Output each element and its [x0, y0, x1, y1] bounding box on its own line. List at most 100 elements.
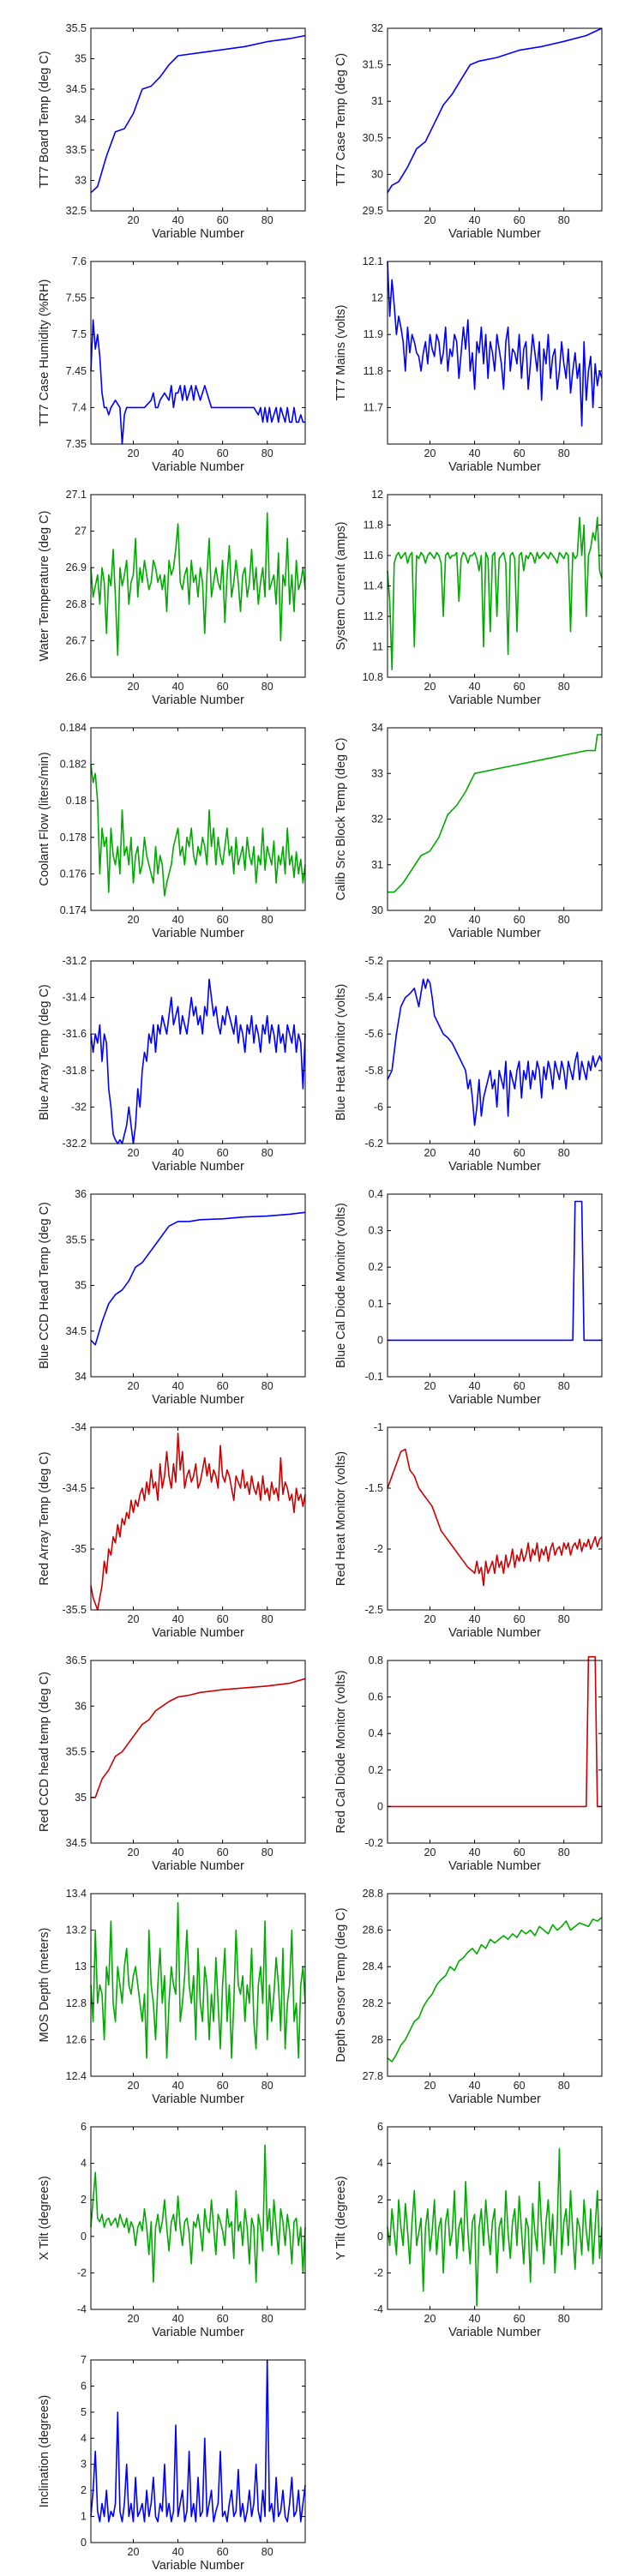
x-tick-label: 80 — [261, 1846, 273, 1858]
series-line — [91, 1678, 306, 1798]
x-tick-label: 20 — [424, 914, 436, 926]
y-tick-label: 31.5 — [363, 59, 383, 71]
x-axis-label: Variable Number — [152, 927, 244, 940]
x-tick-label: 40 — [469, 2313, 481, 2325]
series-line — [90, 978, 306, 1144]
y-axis-label: TT7 Case Temp (deg C) — [334, 53, 348, 186]
y-tick-label: -2.5 — [364, 1604, 383, 1616]
x-tick-label: 60 — [514, 2080, 526, 2092]
series-line — [387, 1448, 603, 1587]
x-tick-label: 20 — [424, 447, 436, 459]
x-axis-label: Variable Number — [152, 227, 244, 241]
y-tick-label: 0.178 — [60, 832, 87, 844]
series-line — [388, 1655, 602, 1808]
x-tick-label: 40 — [469, 447, 481, 459]
x-tick-label: 20 — [128, 214, 140, 226]
x-axis-label: Variable Number — [152, 2559, 244, 2572]
x-axis-label: Variable Number — [152, 1393, 244, 1407]
y-tick-label: 35.5 — [66, 1746, 87, 1758]
plot-frame — [90, 1660, 306, 1844]
y-axis-label: TT7 Mains (volts) — [334, 305, 348, 401]
y-tick-label: -5.8 — [364, 1065, 383, 1077]
y-tick-label: 0.2 — [369, 1261, 383, 1273]
y-axis-label: System Current (amps) — [334, 522, 348, 651]
y-tick-label: 6 — [81, 2121, 87, 2133]
y-tick-label: 0.184 — [60, 722, 87, 734]
x-tick-label: 80 — [558, 2313, 570, 2325]
plot-frame — [387, 1660, 603, 1844]
x-tick-label: 20 — [424, 1147, 436, 1159]
plot-frame — [387, 727, 603, 911]
y-tick-label: 28.4 — [363, 1961, 383, 1973]
y-tick-label: 10.8 — [363, 671, 383, 683]
y-tick-label: 11.9 — [364, 328, 383, 340]
plot-frame — [90, 2359, 306, 2543]
y-tick-label: 26.8 — [66, 598, 87, 610]
x-tick-label: 40 — [469, 914, 481, 926]
y-tick-label: 0.182 — [60, 759, 87, 771]
y-tick-label: 7.6 — [72, 255, 87, 267]
y-tick-label: 29.5 — [363, 205, 383, 217]
series-line — [90, 2144, 306, 2283]
y-tick-label: 2 — [377, 2194, 383, 2206]
x-tick-label: 20 — [128, 447, 140, 459]
y-tick-label: 26.7 — [66, 634, 87, 646]
x-axis-label: Variable Number — [152, 2326, 244, 2339]
y-tick-label: 0.18 — [66, 795, 87, 807]
y-tick-label: 0.6 — [369, 1691, 383, 1703]
y-tick-label: 0 — [377, 2231, 383, 2243]
x-tick-label: 60 — [217, 1613, 229, 1625]
y-tick-label: 35.5 — [66, 22, 87, 34]
x-tick-label: 40 — [469, 1147, 481, 1159]
x-tick-label: 80 — [558, 1147, 570, 1159]
series-line — [388, 1200, 602, 1342]
y-tick-label: 36.5 — [66, 1654, 87, 1666]
y-tick-label: 11.8 — [364, 519, 383, 531]
x-tick-label: 60 — [217, 447, 229, 459]
y-tick-label: 28.2 — [363, 1997, 383, 2009]
y-tick-label: -35 — [71, 1543, 87, 1555]
y-axis-label: Calib Src Block Temp (deg C) — [334, 738, 348, 901]
x-tick-label: 40 — [172, 447, 184, 459]
x-tick-label: 60 — [217, 1380, 229, 1392]
y-axis-label: TT7 Board Temp (deg C) — [38, 51, 51, 188]
y-axis-label: Blue Array Temp (deg C) — [38, 984, 51, 1120]
y-axis-label: MOS Depth (meters) — [38, 1928, 51, 2043]
plot-frame — [90, 960, 306, 1144]
chart-panel: 20 40 60 80 -4 -2 0 2 4 6 Variable Number X Tilt (d… — [38, 2121, 306, 2339]
series-line — [90, 1901, 306, 2059]
series-line — [387, 2147, 603, 2307]
x-tick-label: 60 — [514, 681, 526, 693]
y-axis-label: Depth Sensor Temp (deg C) — [334, 1907, 348, 2062]
x-tick-label: 20 — [128, 2313, 140, 2325]
chart-panel: 20 40 60 80 -35.5 -35 -34.5 -34 Variable Number R… — [38, 1421, 306, 1640]
y-tick-label: 12 — [371, 489, 383, 501]
x-tick-label: 60 — [514, 214, 526, 226]
x-tick-label: 80 — [261, 681, 273, 693]
x-tick-label: 20 — [128, 2546, 140, 2558]
x-tick-label: 60 — [217, 214, 229, 226]
x-tick-label: 40 — [172, 2546, 184, 2558]
y-tick-label: 33 — [75, 175, 87, 187]
series-line — [90, 1432, 306, 1611]
x-tick-label: 20 — [424, 2313, 436, 2325]
plot-frame — [387, 27, 603, 212]
plot-frame — [387, 960, 603, 1144]
chart-panel: 20 40 60 80 7.35 7.4 7.45 7.5 7.55 7.6 Variable Nu… — [38, 255, 306, 474]
x-tick-label: 80 — [261, 1380, 273, 1392]
x-tick-label: 80 — [261, 1147, 273, 1159]
plot-frame — [387, 2126, 603, 2310]
y-tick-label: 13.2 — [66, 1924, 87, 1937]
y-tick-label: 34.5 — [66, 1325, 87, 1337]
x-axis-label: Variable Number — [448, 694, 541, 707]
x-axis-label: Variable Number — [152, 1859, 244, 1873]
y-tick-label: 0 — [377, 1334, 383, 1346]
x-axis-label: Variable Number — [152, 2093, 244, 2106]
x-tick-label: 60 — [514, 1380, 526, 1392]
y-tick-label: 32 — [371, 814, 383, 826]
y-tick-label: 11.6 — [364, 549, 383, 561]
chart-panel: 20 40 60 80 30 31 32 33 34 Variable Number Calib S… — [334, 722, 603, 940]
x-tick-label: 80 — [558, 2080, 570, 2092]
y-axis-label: Blue Cal Diode Monitor (volts) — [334, 1203, 348, 1368]
y-tick-label: 7.55 — [66, 292, 87, 304]
